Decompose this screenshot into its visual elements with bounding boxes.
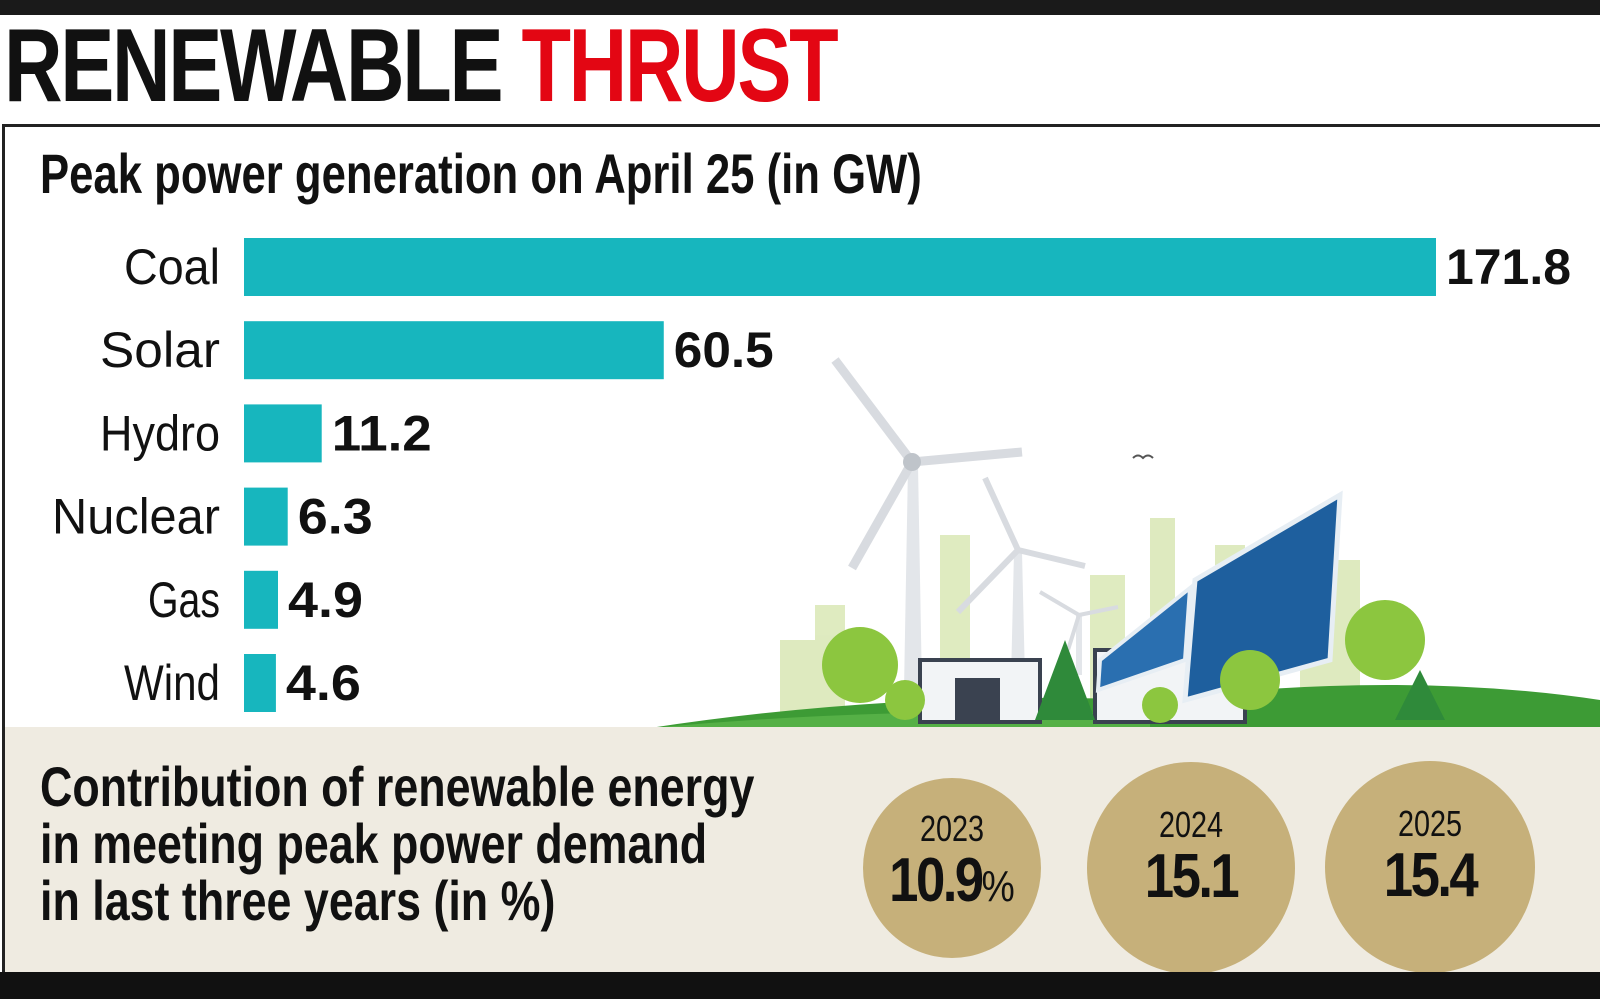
value-unit: % xyxy=(981,862,1015,911)
year-value: 10.9% xyxy=(876,850,1027,912)
bar-coal xyxy=(244,238,1436,296)
year-label: 2024 xyxy=(1158,804,1224,845)
wind-turbine-icon xyxy=(1038,590,1119,675)
value-label: 171.8 xyxy=(1446,239,1571,295)
value-label: 60.5 xyxy=(674,322,774,378)
renewable-heading-line: in last three years (in %) xyxy=(40,869,556,932)
category-label: Hydro xyxy=(100,405,220,461)
bar-gas xyxy=(244,570,278,629)
renewable-heading-line: Contribution of renewable energy xyxy=(40,755,755,818)
value-label: 6.3 xyxy=(298,489,373,545)
category-label: Nuclear xyxy=(52,489,220,545)
wind-turbine-icon xyxy=(955,476,1086,680)
category-label: Coal xyxy=(124,239,220,295)
value-label: 4.6 xyxy=(286,655,361,711)
bar-nuclear xyxy=(244,487,288,546)
value-label: 11.2 xyxy=(332,405,432,461)
year-value: 15.1 xyxy=(1144,842,1240,911)
headline-red: THRUST xyxy=(521,8,838,124)
category-label: Solar xyxy=(100,322,220,378)
year-value: 15.4 xyxy=(1383,841,1479,910)
renewable-illustration xyxy=(650,357,1600,730)
bar-solar xyxy=(244,321,664,380)
headline: RENEWABLE THRUST xyxy=(4,14,839,118)
year-circle-2023: 2023 10.9% xyxy=(863,778,1041,958)
year-label: 2025 xyxy=(1397,803,1463,844)
year-circle-2024: 2024 15.1 xyxy=(1087,762,1295,974)
year-label: 2023 xyxy=(919,808,985,849)
top-rule xyxy=(0,0,1600,15)
bottom-rule xyxy=(0,972,1600,999)
category-label: Wind xyxy=(124,655,220,711)
headline-black: RENEWABLE xyxy=(4,8,504,124)
value-label: 4.9 xyxy=(288,572,363,628)
wind-turbine-icon xyxy=(831,357,1023,690)
year-circle-2025: 2025 15.4 xyxy=(1325,761,1535,973)
solar-panel-icon xyxy=(1095,490,1343,704)
bar-wind xyxy=(244,654,276,712)
chart-title: Peak power generation on April 25 (in GW… xyxy=(40,142,922,205)
bar-hydro xyxy=(244,404,322,463)
renewable-heading-line: in meeting peak power demand xyxy=(40,812,708,875)
renewable-heading: Contribution of renewable energy in meet… xyxy=(40,758,754,929)
value-number: 10.9 xyxy=(889,846,984,915)
category-label: Gas xyxy=(148,572,220,628)
